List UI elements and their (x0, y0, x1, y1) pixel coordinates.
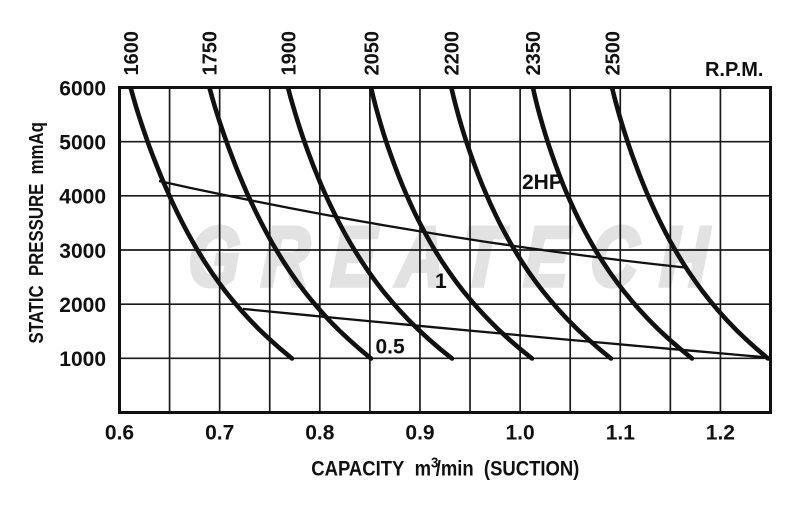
svg-text:CAPACITY m3/min (SUCTION): CAPACITY m3/min (SUCTION) (311, 453, 579, 480)
svg-text:5000: 5000 (59, 132, 106, 155)
svg-text:2050: 2050 (361, 31, 383, 76)
svg-text:0.8: 0.8 (305, 422, 335, 445)
svg-text:1750: 1750 (200, 31, 222, 76)
svg-text:1600: 1600 (121, 31, 143, 76)
svg-text:STATIC PRESSURE mmAq: STATIC PRESSURE mmAq (25, 122, 48, 343)
svg-text:2200: 2200 (442, 31, 464, 76)
svg-text:1.1: 1.1 (606, 422, 636, 445)
svg-text:1.0: 1.0 (505, 422, 534, 445)
svg-text:1: 1 (435, 270, 447, 293)
svg-text:1900: 1900 (278, 31, 300, 76)
svg-text:0.5: 0.5 (376, 336, 406, 359)
svg-text:6000: 6000 (59, 77, 106, 100)
svg-text:R.P.M.: R.P.M. (705, 59, 764, 81)
svg-text:2000: 2000 (59, 294, 106, 317)
svg-text:GREATECH: GREATECH (187, 210, 733, 304)
svg-text:3000: 3000 (59, 240, 106, 263)
svg-text:0.6: 0.6 (105, 422, 134, 445)
svg-text:4000: 4000 (59, 186, 106, 209)
svg-text:2500: 2500 (602, 31, 624, 76)
svg-text:0.9: 0.9 (405, 422, 434, 445)
svg-text:2350: 2350 (523, 31, 545, 76)
svg-text:1000: 1000 (59, 348, 106, 371)
svg-text:1.2: 1.2 (706, 422, 735, 445)
svg-text:2HP: 2HP (522, 171, 563, 194)
svg-text:0.7: 0.7 (205, 422, 234, 445)
